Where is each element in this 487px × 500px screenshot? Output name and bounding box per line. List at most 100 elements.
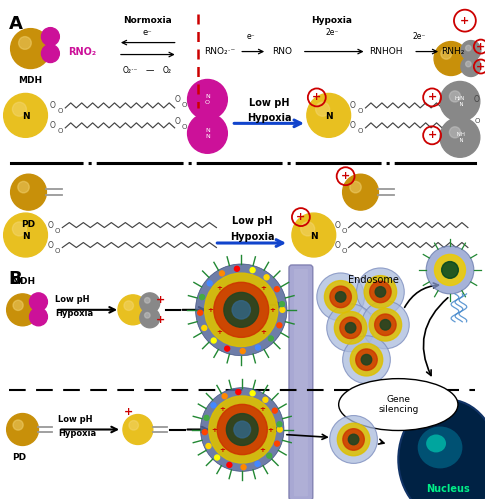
Text: Hypoxia: Hypoxia	[247, 114, 291, 124]
Text: +: +	[260, 446, 265, 452]
Text: +: +	[428, 92, 437, 102]
Circle shape	[225, 346, 230, 351]
Text: O: O	[50, 121, 56, 130]
Text: PD: PD	[21, 220, 36, 229]
Ellipse shape	[338, 378, 458, 430]
Circle shape	[356, 349, 377, 370]
Text: 2e⁻: 2e⁻	[412, 32, 426, 41]
Text: O₂: O₂	[162, 66, 171, 75]
Circle shape	[13, 420, 23, 430]
Text: RNO₂·⁻: RNO₂·⁻	[204, 47, 235, 56]
Circle shape	[124, 301, 133, 310]
Circle shape	[11, 174, 46, 210]
Text: +: +	[296, 212, 305, 222]
Circle shape	[236, 390, 241, 394]
Circle shape	[211, 338, 216, 343]
Circle shape	[187, 114, 227, 154]
Text: Nucleus: Nucleus	[426, 484, 470, 494]
Circle shape	[202, 326, 207, 330]
Text: e⁻: e⁻	[247, 32, 256, 41]
Circle shape	[123, 414, 153, 444]
Circle shape	[222, 394, 227, 398]
Circle shape	[11, 28, 50, 68]
Text: MDH: MDH	[11, 278, 35, 286]
Circle shape	[195, 264, 287, 356]
Circle shape	[292, 213, 336, 257]
Text: O: O	[342, 228, 347, 234]
Circle shape	[316, 102, 330, 117]
Text: O: O	[335, 220, 340, 230]
Circle shape	[461, 56, 481, 76]
Circle shape	[241, 464, 246, 469]
Circle shape	[300, 222, 315, 236]
Circle shape	[330, 286, 352, 308]
Text: +: +	[156, 315, 166, 325]
Circle shape	[348, 434, 359, 444]
Text: +: +	[260, 285, 266, 291]
Circle shape	[272, 408, 277, 413]
Text: O: O	[57, 128, 63, 134]
Text: +: +	[428, 130, 437, 140]
Circle shape	[207, 281, 212, 286]
Text: +: +	[219, 406, 225, 412]
Circle shape	[204, 416, 209, 420]
Circle shape	[375, 286, 386, 297]
Circle shape	[226, 414, 258, 446]
Circle shape	[18, 182, 29, 193]
Circle shape	[361, 301, 409, 348]
Circle shape	[343, 428, 364, 450]
Text: +: +	[260, 329, 266, 335]
Circle shape	[224, 292, 259, 328]
Text: +: +	[207, 307, 213, 313]
Text: —: —	[146, 66, 154, 75]
Circle shape	[277, 323, 282, 328]
Text: B: B	[9, 270, 22, 288]
Text: RNO₂: RNO₂	[68, 46, 96, 56]
Circle shape	[250, 268, 255, 272]
Circle shape	[466, 61, 471, 67]
Text: O: O	[358, 108, 363, 114]
Circle shape	[275, 441, 280, 446]
Circle shape	[145, 298, 150, 303]
Circle shape	[209, 396, 276, 463]
Circle shape	[200, 294, 205, 300]
Circle shape	[206, 444, 211, 448]
Text: Low pH: Low pH	[58, 415, 93, 424]
Circle shape	[234, 421, 251, 438]
Circle shape	[202, 430, 207, 434]
Circle shape	[364, 276, 396, 308]
Text: +: +	[211, 426, 217, 432]
Text: Gene
silencing: Gene silencing	[378, 395, 418, 414]
Circle shape	[214, 282, 269, 338]
Text: Hypoxia: Hypoxia	[58, 429, 96, 438]
Circle shape	[201, 388, 284, 471]
Text: O: O	[350, 121, 356, 130]
Circle shape	[205, 273, 278, 346]
Text: O: O	[50, 101, 56, 110]
Circle shape	[434, 254, 466, 286]
Text: +: +	[460, 16, 469, 26]
Text: Normoxia: Normoxia	[123, 16, 172, 25]
Circle shape	[129, 420, 138, 430]
Text: Low pH: Low pH	[232, 216, 272, 226]
Circle shape	[277, 427, 282, 432]
Circle shape	[307, 94, 351, 138]
Circle shape	[211, 403, 216, 408]
Circle shape	[324, 280, 357, 313]
Circle shape	[30, 308, 47, 326]
Circle shape	[440, 82, 480, 122]
Text: 2e⁻: 2e⁻	[325, 28, 338, 37]
Text: O: O	[55, 248, 60, 254]
Circle shape	[4, 213, 47, 257]
Circle shape	[13, 300, 23, 310]
Text: +: +	[312, 92, 321, 102]
Text: +: +	[124, 406, 133, 416]
Circle shape	[274, 286, 280, 292]
Circle shape	[217, 404, 267, 454]
Circle shape	[317, 273, 364, 321]
Text: +: +	[216, 285, 222, 291]
Text: e⁻: e⁻	[143, 28, 152, 37]
Circle shape	[7, 414, 38, 446]
Circle shape	[232, 300, 250, 319]
Text: O: O	[182, 102, 187, 108]
